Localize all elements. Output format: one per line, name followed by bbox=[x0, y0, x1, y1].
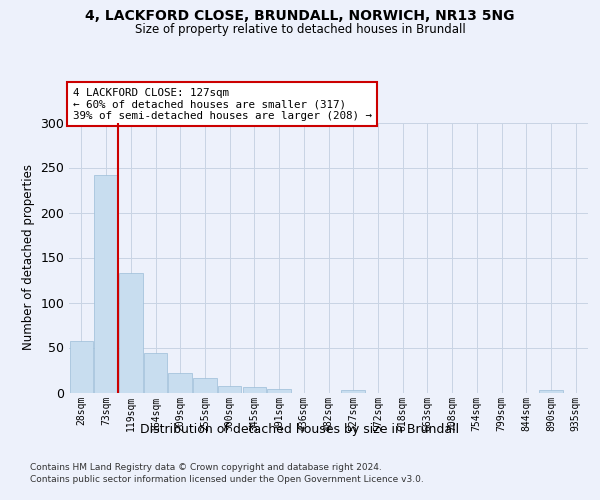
Text: Contains public sector information licensed under the Open Government Licence v3: Contains public sector information licen… bbox=[30, 475, 424, 484]
Y-axis label: Number of detached properties: Number of detached properties bbox=[22, 164, 35, 350]
Bar bbox=[341, 390, 365, 392]
Bar bbox=[119, 273, 143, 392]
Bar bbox=[144, 353, 167, 393]
Bar bbox=[539, 390, 563, 392]
Text: Contains HM Land Registry data © Crown copyright and database right 2024.: Contains HM Land Registry data © Crown c… bbox=[30, 462, 382, 471]
Text: 4, LACKFORD CLOSE, BRUNDALL, NORWICH, NR13 5NG: 4, LACKFORD CLOSE, BRUNDALL, NORWICH, NR… bbox=[85, 9, 515, 23]
Bar bbox=[242, 387, 266, 392]
Bar bbox=[268, 389, 291, 392]
Bar bbox=[94, 174, 118, 392]
Text: Distribution of detached houses by size in Brundall: Distribution of detached houses by size … bbox=[140, 422, 460, 436]
Bar bbox=[70, 341, 93, 392]
Text: Size of property relative to detached houses in Brundall: Size of property relative to detached ho… bbox=[134, 22, 466, 36]
Text: 4 LACKFORD CLOSE: 127sqm
← 60% of detached houses are smaller (317)
39% of semi-: 4 LACKFORD CLOSE: 127sqm ← 60% of detach… bbox=[73, 88, 372, 120]
Bar bbox=[193, 378, 217, 392]
Bar bbox=[169, 372, 192, 392]
Bar bbox=[218, 386, 241, 392]
